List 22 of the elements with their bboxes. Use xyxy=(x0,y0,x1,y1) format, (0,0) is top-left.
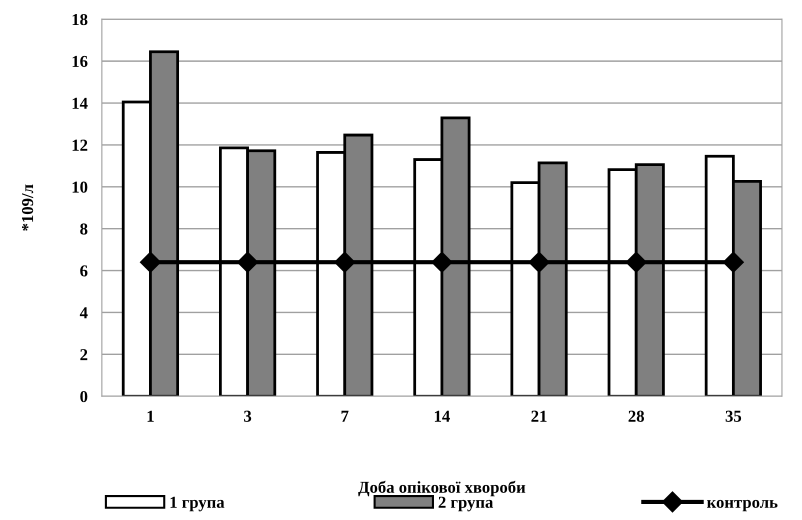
legend-label: контроль xyxy=(707,500,778,512)
legend-label: 2 група xyxy=(438,496,494,512)
y-tick-label: 10 xyxy=(72,181,88,193)
x-tick-label: 21 xyxy=(531,410,547,422)
x-tick-label: 7 xyxy=(342,410,349,422)
y-tick-label: 16 xyxy=(72,56,88,68)
x-tick-label: 28 xyxy=(628,410,644,422)
y-tick-label: 12 xyxy=(72,140,88,151)
y-tick-label: 14 xyxy=(72,98,88,109)
y-tick-label: 6 xyxy=(80,265,88,277)
y-axis-title: *109/л xyxy=(22,184,34,231)
x-axis-title: Доба опікової хвороби xyxy=(358,480,526,496)
y-tick-label: 0 xyxy=(80,390,88,402)
legend-label: 1 група xyxy=(170,496,224,512)
y-tick-label: 8 xyxy=(80,223,88,235)
y-tick-label: 18 xyxy=(72,14,88,26)
y-tick-label: 4 xyxy=(80,307,88,318)
x-tick-label: 35 xyxy=(726,410,742,422)
x-tick-label: 14 xyxy=(434,410,450,422)
x-tick-label: 1 xyxy=(148,410,154,422)
y-tick-label: 2 xyxy=(80,349,88,360)
x-tick-label: 3 xyxy=(244,410,252,422)
